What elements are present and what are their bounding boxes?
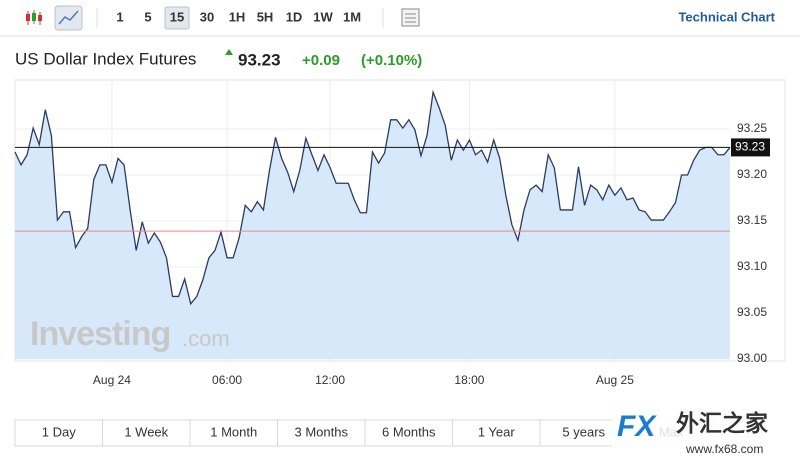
x-tick-label: Aug 24 xyxy=(93,373,131,387)
interval-label: 1 xyxy=(116,9,123,24)
plot: 93.00 93.05 93.10 93.15 93.20 93.25 Aug 24 06:0… xyxy=(14,79,786,387)
interval-label: 1D xyxy=(286,9,303,24)
logo-name: 外汇之家 xyxy=(676,410,768,436)
watermark: Investing xyxy=(30,315,170,353)
interval-button[interactable]: 5H xyxy=(257,9,274,24)
y-tick-label: 93.05 xyxy=(737,305,767,319)
y-tick-label: 93.25 xyxy=(737,121,767,135)
interval-label: 5 xyxy=(144,9,151,24)
range-buttons: 1 Day 1 Week 1 Month 3 Months 6 Months 1 Year… xyxy=(14,419,716,447)
interval-button[interactable]: 15 xyxy=(164,6,190,30)
interval-label: 5H xyxy=(257,9,274,24)
instrument-name: US Dollar Index Futures xyxy=(15,49,196,68)
y-tick-label: 93.20 xyxy=(737,167,767,181)
percent-change: (+0.10%) xyxy=(361,52,422,69)
interval-label: 1M xyxy=(343,9,361,24)
interval-button[interactable]: 1 xyxy=(116,9,123,24)
price-change: +0.09 xyxy=(302,52,340,69)
icon-frame xyxy=(54,5,83,31)
current-label: 93.23 xyxy=(735,140,765,154)
up-arrow xyxy=(225,49,233,55)
interval-label: 15 xyxy=(170,9,184,24)
y-tick-label: 93.10 xyxy=(737,259,767,273)
range-label: 5 years xyxy=(562,424,605,439)
range-button[interactable]: 6 Months xyxy=(364,419,453,447)
interval-button[interactable]: 1H xyxy=(229,9,246,24)
watermark-domain: .com xyxy=(182,326,230,351)
interval-button[interactable]: 1D xyxy=(286,9,303,24)
selected-highlight xyxy=(164,6,190,30)
range-label: 6 Months xyxy=(382,424,436,439)
interval-label: 30 xyxy=(200,9,214,24)
price-line xyxy=(14,89,731,306)
range-button-frame xyxy=(102,419,191,447)
site-logo: FX 外汇之家 www.fx68.com xyxy=(612,405,800,461)
icon-shape xyxy=(26,14,30,21)
area-fill xyxy=(15,92,730,359)
interval-button[interactable]: 5 xyxy=(144,9,151,24)
range-label: 3 Months xyxy=(295,424,349,439)
interval-label: 1W xyxy=(313,9,333,24)
candles-icon[interactable] xyxy=(22,8,44,28)
settings-icon[interactable] xyxy=(401,8,420,27)
range-button-frame xyxy=(452,419,541,447)
range-label: 1 Week xyxy=(124,424,168,439)
range-label: 1 Day xyxy=(42,424,76,439)
x-tick-label: Aug 25 xyxy=(596,373,634,387)
icon-shape xyxy=(38,15,42,21)
line-icon[interactable] xyxy=(54,5,83,31)
interval-button[interactable]: 1W xyxy=(313,9,333,24)
icon-shape xyxy=(58,10,79,25)
range-button[interactable]: 3 Months xyxy=(277,419,366,447)
range-button[interactable]: 1 Month xyxy=(189,419,278,447)
range-button-frame xyxy=(189,419,278,447)
logo-url: www.fx68.com xyxy=(685,442,763,456)
range-button-frame xyxy=(364,419,453,447)
x-tick-label: 18:00 xyxy=(454,373,484,387)
current-label-box xyxy=(731,138,770,157)
interval-label: 1H xyxy=(229,9,246,24)
interval-buttons: 1 5 15 30 1H 5H 1D 1W 1M xyxy=(116,6,361,30)
logo-backdrop xyxy=(612,405,800,461)
last-price: 93.23 xyxy=(238,50,281,69)
technical-chart-link[interactable]: Technical Chart xyxy=(678,9,775,24)
range-button-frame xyxy=(14,419,103,447)
x-tick-label: 06:00 xyxy=(212,373,242,387)
range-label: 1 Month xyxy=(210,424,257,439)
interval-button[interactable]: 1M xyxy=(343,9,361,24)
range-button[interactable]: 1 Year xyxy=(452,419,541,447)
x-tick-label: 12:00 xyxy=(315,373,345,387)
y-tick-label: 93.15 xyxy=(737,213,767,227)
interval-button[interactable]: 30 xyxy=(200,9,214,24)
y-tick-label: 93.00 xyxy=(737,351,767,365)
range-button[interactable]: 1 Week xyxy=(102,419,191,447)
icon-shape xyxy=(32,13,36,21)
range-button[interactable]: 1 Day xyxy=(14,419,103,447)
logo-mark: FX xyxy=(617,410,657,443)
range-label: 1 Year xyxy=(478,424,516,439)
range-button-frame xyxy=(277,419,366,447)
